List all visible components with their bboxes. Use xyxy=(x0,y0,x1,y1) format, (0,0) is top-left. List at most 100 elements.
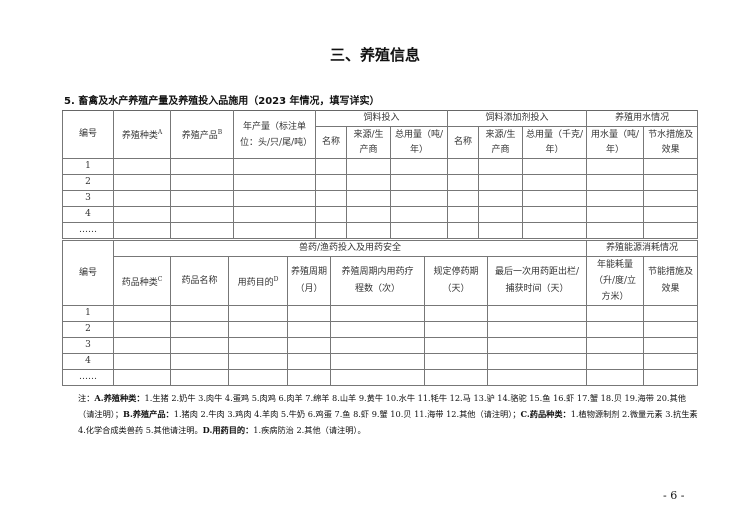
input-cell[interactable] xyxy=(586,305,645,322)
input-cell[interactable] xyxy=(315,158,347,175)
input-cell[interactable] xyxy=(424,369,488,386)
input-cell[interactable] xyxy=(447,174,480,191)
input-cell[interactable] xyxy=(170,190,234,207)
input-cell[interactable] xyxy=(389,222,449,239)
input-cell[interactable] xyxy=(447,222,480,239)
input-cell[interactable] xyxy=(522,222,588,239)
input-cell[interactable] xyxy=(113,321,171,338)
input-cell[interactable] xyxy=(486,353,588,370)
input-cell[interactable] xyxy=(643,321,699,338)
input-cell[interactable] xyxy=(478,174,524,191)
input-cell[interactable] xyxy=(228,305,288,322)
input-cell[interactable] xyxy=(113,174,171,191)
input-cell[interactable] xyxy=(287,305,331,322)
input-cell[interactable] xyxy=(643,206,699,223)
input-cell[interactable] xyxy=(586,353,645,370)
input-cell[interactable] xyxy=(586,369,645,386)
input-cell[interactable] xyxy=(228,353,288,370)
input-cell[interactable] xyxy=(486,337,588,354)
input-cell[interactable] xyxy=(447,158,480,175)
input-cell[interactable] xyxy=(522,174,588,191)
input-cell[interactable] xyxy=(643,158,699,175)
input-cell[interactable] xyxy=(586,158,645,175)
input-cell[interactable] xyxy=(478,190,524,207)
input-cell[interactable] xyxy=(478,222,524,239)
input-cell[interactable] xyxy=(478,206,524,223)
input-cell[interactable] xyxy=(522,206,588,223)
input-cell[interactable] xyxy=(330,321,425,338)
input-cell[interactable] xyxy=(643,305,699,322)
input-cell[interactable] xyxy=(346,174,391,191)
input-cell[interactable] xyxy=(586,190,645,207)
input-cell[interactable] xyxy=(447,190,480,207)
input-cell[interactable] xyxy=(287,337,331,354)
input-cell[interactable] xyxy=(170,174,234,191)
input-cell[interactable] xyxy=(643,369,699,386)
input-cell[interactable] xyxy=(586,206,645,223)
input-cell[interactable] xyxy=(389,206,449,223)
input-cell[interactable] xyxy=(113,353,171,370)
input-cell[interactable] xyxy=(424,337,488,354)
input-cell[interactable] xyxy=(287,369,331,386)
input-cell[interactable] xyxy=(170,158,234,175)
input-cell[interactable] xyxy=(113,190,171,207)
input-cell[interactable] xyxy=(315,190,347,207)
input-cell[interactable] xyxy=(170,321,229,338)
input-cell[interactable] xyxy=(447,206,480,223)
input-cell[interactable] xyxy=(170,369,229,386)
input-cell[interactable] xyxy=(315,206,347,223)
input-cell[interactable] xyxy=(486,321,588,338)
input-cell[interactable] xyxy=(113,222,171,239)
input-cell[interactable] xyxy=(643,337,699,354)
input-cell[interactable] xyxy=(643,222,699,239)
input-cell[interactable] xyxy=(586,174,645,191)
input-cell[interactable] xyxy=(424,305,488,322)
input-cell[interactable] xyxy=(233,190,316,207)
input-cell[interactable] xyxy=(643,353,699,370)
input-cell[interactable] xyxy=(233,158,316,175)
input-cell[interactable] xyxy=(113,337,171,354)
input-cell[interactable] xyxy=(113,305,171,322)
input-cell[interactable] xyxy=(522,190,588,207)
input-cell[interactable] xyxy=(478,158,524,175)
input-cell[interactable] xyxy=(643,190,699,207)
input-cell[interactable] xyxy=(228,337,288,354)
input-cell[interactable] xyxy=(389,158,449,175)
input-cell[interactable] xyxy=(522,158,588,175)
input-cell[interactable] xyxy=(170,206,234,223)
input-cell[interactable] xyxy=(170,305,229,322)
input-cell[interactable] xyxy=(170,222,234,239)
input-cell[interactable] xyxy=(346,222,391,239)
input-cell[interactable] xyxy=(346,158,391,175)
input-cell[interactable] xyxy=(315,222,347,239)
input-cell[interactable] xyxy=(586,321,645,338)
input-cell[interactable] xyxy=(330,353,425,370)
input-cell[interactable] xyxy=(586,222,645,239)
input-cell[interactable] xyxy=(486,369,588,386)
input-cell[interactable] xyxy=(330,305,425,322)
input-cell[interactable] xyxy=(330,337,425,354)
input-cell[interactable] xyxy=(233,174,316,191)
input-cell[interactable] xyxy=(424,321,488,338)
input-cell[interactable] xyxy=(287,353,331,370)
input-cell[interactable] xyxy=(330,369,425,386)
input-cell[interactable] xyxy=(233,222,316,239)
input-cell[interactable] xyxy=(170,353,229,370)
input-cell[interactable] xyxy=(228,321,288,338)
input-cell[interactable] xyxy=(389,190,449,207)
input-cell[interactable] xyxy=(228,369,288,386)
input-cell[interactable] xyxy=(586,337,645,354)
input-cell[interactable] xyxy=(315,174,347,191)
input-cell[interactable] xyxy=(486,305,588,322)
input-cell[interactable] xyxy=(424,353,488,370)
input-cell[interactable] xyxy=(113,158,171,175)
input-cell[interactable] xyxy=(346,190,391,207)
input-cell[interactable] xyxy=(346,206,391,223)
input-cell[interactable] xyxy=(233,206,316,223)
input-cell[interactable] xyxy=(170,337,229,354)
input-cell[interactable] xyxy=(113,369,171,386)
input-cell[interactable] xyxy=(113,206,171,223)
input-cell[interactable] xyxy=(643,174,699,191)
input-cell[interactable] xyxy=(389,174,449,191)
input-cell[interactable] xyxy=(287,321,331,338)
